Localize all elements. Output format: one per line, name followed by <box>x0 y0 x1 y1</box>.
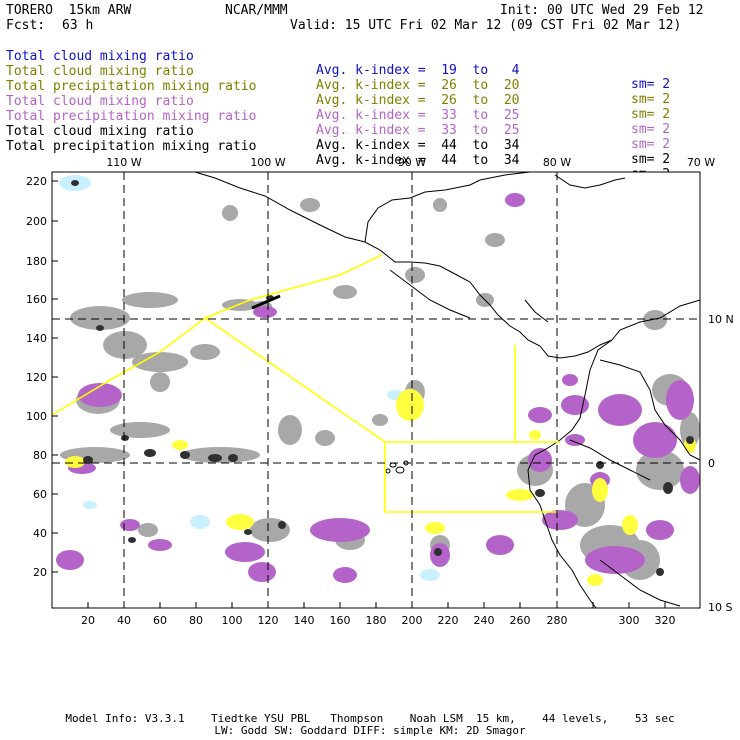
center-label: NCAR/MMM <box>225 3 288 18</box>
legend-field: Total precipitation mixing ratio <box>6 139 257 154</box>
lon-label: 110 W <box>106 156 141 169</box>
x-tick-labels: 20 40 60 80 100 120 140 160 180 200 220 … <box>81 614 676 627</box>
legend-field: Total cloud mixing ratio <box>6 124 194 139</box>
x-tick-label: 320 <box>655 614 676 627</box>
y-axis <box>52 180 58 573</box>
x-tick-label: 20 <box>81 614 95 627</box>
legend-row: Total precipitation mixing ratio Avg. k-… <box>6 66 670 136</box>
lat-label: 0 <box>708 457 715 470</box>
legend-field: Total cloud mixing ratio <box>6 49 194 64</box>
legend-field: Total cloud mixing ratio <box>6 64 194 79</box>
x-tick-label: 120 <box>258 614 279 627</box>
x-tick-label: 160 <box>330 614 351 627</box>
legend: Total cloud mixing ratio Avg. k-index = … <box>0 34 740 182</box>
legend-row: Total cloud mixing ratio Avg. k-index = … <box>6 81 670 151</box>
dark-contours <box>71 180 694 576</box>
legend-kindex: Avg. k-index = 26 to 20 <box>316 78 520 93</box>
field-layer <box>56 175 700 586</box>
x-tick-label: 220 <box>438 614 459 627</box>
lat-label: 10 S <box>708 601 732 614</box>
lon-label: 100 W <box>250 156 285 169</box>
legend-kindex: Avg. k-index = 33 to 25 <box>316 108 520 123</box>
legend-row: Total precipitation mixing ratio Avg. k-… <box>6 96 670 166</box>
y-tick-label: 160 <box>26 293 47 306</box>
model-info-line1: Model Info: V3.3.1 Tiedtke YSU PBL Thomp… <box>65 712 675 725</box>
y-tick-labels: 220 200 180 160 140 120 100 80 60 40 20 <box>26 175 47 579</box>
legend-kindex: Avg. k-index = 44 to 34 <box>316 153 520 168</box>
x-tick-label: 200 <box>402 614 423 627</box>
y-tick-label: 200 <box>26 215 47 228</box>
lat-label: 10 N <box>708 313 734 326</box>
graticule <box>52 172 700 608</box>
legend-smoothing: sm= 2 <box>631 152 671 167</box>
y-tick-label: 220 <box>26 175 47 188</box>
legend-field: Total precipitation mixing ratio <box>6 109 257 124</box>
latitude-labels: 10 N 0 10 S <box>708 313 734 614</box>
forecast-hour: 63 h <box>62 18 94 33</box>
convergence-streak <box>251 294 281 310</box>
longitude-labels: 110 W 100 W 90 W 80 W 70 W <box>106 156 715 169</box>
legend-kindex: Avg. k-index = 44 to 34 <box>316 138 520 153</box>
x-tick-label: 300 <box>619 614 640 627</box>
init-time: Init: 00 UTC Wed 29 Feb 12 <box>500 3 704 18</box>
x-axis <box>87 602 666 608</box>
x-tick-label: 280 <box>547 614 568 627</box>
y-tick-label: 120 <box>26 371 47 384</box>
forecast-label: Fcst: <box>6 18 46 33</box>
y-tick-label: 80 <box>33 449 47 462</box>
x-tick-label: 40 <box>117 614 131 627</box>
model-info-line2: LW: Godd SW: Goddard DIFF: simple KM: 2D… <box>214 724 526 737</box>
x-tick-label: 180 <box>366 614 387 627</box>
purple-contours <box>56 193 700 583</box>
legend-smoothing: sm= 2 <box>631 77 671 92</box>
y-tick-label: 140 <box>26 332 47 345</box>
x-tick-label: 100 <box>222 614 243 627</box>
legend-smoothing: sm= 2 <box>631 122 671 137</box>
y-tick-label: 100 <box>26 410 47 423</box>
lon-label: 90 W <box>398 156 426 169</box>
x-tick-label: 240 <box>474 614 495 627</box>
x-tick-label: 140 <box>294 614 315 627</box>
x-tick-label: 60 <box>153 614 167 627</box>
y-tick-label: 60 <box>33 488 47 501</box>
x-tick-label: 260 <box>510 614 531 627</box>
coastlines <box>194 171 701 609</box>
model-title: TORERO 15km ARW <box>6 3 132 18</box>
legend-kindex: Avg. k-index = 19 to 4 <box>316 63 520 78</box>
y-tick-label: 40 <box>33 527 47 540</box>
legend-kindex: Avg. k-index = 33 to 25 <box>316 123 520 138</box>
legend-smoothing: sm= 2 <box>631 92 671 107</box>
region-boundaries <box>51 254 560 513</box>
legend-row: Total cloud mixing ratio Avg. k-index = … <box>6 51 670 121</box>
legend-smoothing: sm= 2 <box>631 137 671 152</box>
legend-field: Total precipitation mixing ratio <box>6 79 257 94</box>
legend-kindex: Avg. k-index = 26 to 20 <box>316 93 520 108</box>
y-tick-label: 180 <box>26 255 47 268</box>
x-tick-label: 80 <box>189 614 203 627</box>
valid-time: Valid: 15 UTC Fri 02 Mar 12 (09 CST Fri … <box>290 18 682 33</box>
legend-row: Total cloud mixing ratio Avg. k-index = … <box>6 111 670 181</box>
forecast-map: 220 200 180 160 140 120 100 80 60 40 20 … <box>26 156 734 627</box>
y-tick-label: 20 <box>33 566 47 579</box>
legend-smoothing: sm= 2 <box>631 107 671 122</box>
lon-label: 80 W <box>543 156 571 169</box>
legend-field: Total cloud mixing ratio <box>6 94 194 109</box>
yellow-contours <box>65 389 696 586</box>
legend-row: Total cloud mixing ratio Avg. k-index = … <box>6 36 670 106</box>
lon-label: 70 W <box>687 156 715 169</box>
